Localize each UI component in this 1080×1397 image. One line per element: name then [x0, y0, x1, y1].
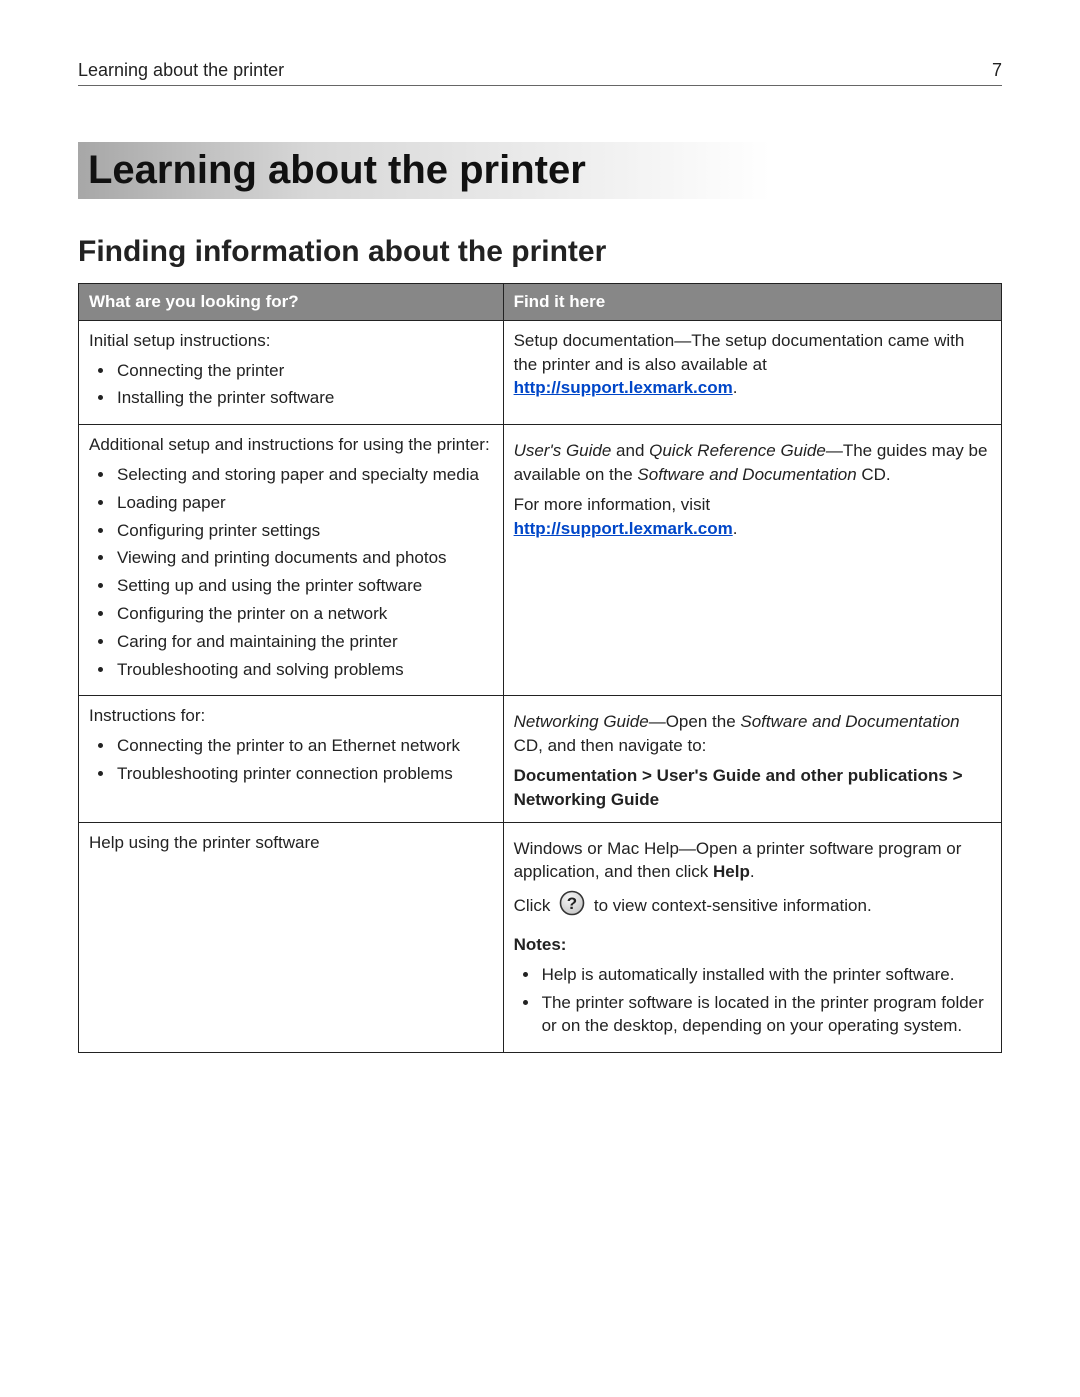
cell-text: For more information, visit [514, 495, 711, 514]
list-item: Caring for and maintaining the printer [115, 630, 493, 654]
cell-intro: Initial setup instructions: [89, 329, 493, 353]
cell-text: . [750, 862, 755, 881]
notes-block: Notes: Help is automatically installed w… [514, 933, 991, 1038]
list-item: Connecting the printer [115, 359, 493, 383]
italic-text: Software and Documentation [740, 712, 959, 731]
cell-right: Setup documentation—The setup documentat… [503, 320, 1001, 424]
cell-paragraph: User's Guide and Quick Reference Guide—T… [514, 439, 991, 487]
cell-text: Click [514, 896, 556, 915]
cell-intro: Help using the printer software [89, 831, 493, 855]
italic-text: User's Guide [514, 441, 612, 460]
cell-paragraph: Networking Guide—Open the Software and D… [514, 710, 991, 758]
cell-paragraph: Windows or Mac Help—Open a printer softw… [514, 837, 991, 885]
bullet-list: Connecting the printer Installing the pr… [89, 359, 493, 411]
cell-intro: Additional setup and instructions for us… [89, 433, 493, 457]
italic-text: Quick Reference Guide [649, 441, 826, 460]
list-item: Troubleshooting and solving problems [115, 658, 493, 682]
cell-text: to view context‑sensitive information. [594, 896, 872, 915]
table-row: Help using the printer software Windows … [79, 822, 1002, 1053]
cell-left: Instructions for: Connecting the printer… [79, 696, 504, 822]
support-link[interactable]: http://support.lexmark.com [514, 378, 733, 397]
cell-text: and [611, 441, 649, 460]
cell-paragraph: For more information, visit http://suppo… [514, 493, 991, 541]
cell-right: Windows or Mac Help—Open a printer softw… [503, 822, 1001, 1053]
cell-right: Networking Guide—Open the Software and D… [503, 696, 1001, 822]
table-row: Instructions for: Connecting the printer… [79, 696, 1002, 822]
nav-path: Documentation > User's Guide and other p… [514, 764, 991, 812]
list-item: Selecting and storing paper and specialt… [115, 463, 493, 487]
help-icon: ? [559, 890, 585, 923]
list-item: Connecting the printer to an Ethernet ne… [115, 734, 493, 758]
bullet-list: Help is automatically installed with the… [514, 963, 991, 1038]
table-row: Additional setup and instructions for us… [79, 425, 1002, 696]
cell-text: . [733, 519, 738, 538]
list-item: Viewing and printing documents and photo… [115, 546, 493, 570]
page: Learning about the printer 7 Learning ab… [0, 0, 1080, 1113]
cell-paragraph: Click ? [514, 890, 991, 923]
running-header: Learning about the printer 7 [78, 60, 1002, 86]
bullet-list: Selecting and storing paper and specialt… [89, 463, 493, 681]
list-item: Installing the printer software [115, 386, 493, 410]
section-title: Finding information about the printer [78, 235, 1002, 269]
list-item: Setting up and using the printer softwar… [115, 574, 493, 598]
list-item: The printer software is located in the p… [540, 991, 991, 1039]
table-header-right: Find it here [503, 284, 1001, 321]
chapter-title: Learning about the printer [78, 142, 1002, 199]
cell-text: CD. [857, 465, 891, 484]
cell-text: . [733, 378, 738, 397]
cell-intro: Instructions for: [89, 704, 493, 728]
cell-text: —Open the [649, 712, 741, 731]
list-item: Configuring printer settings [115, 519, 493, 543]
list-item: Help is automatically installed with the… [540, 963, 991, 987]
list-item: Troubleshooting printer connection probl… [115, 762, 493, 786]
cell-text: Setup documentation—The setup documentat… [514, 331, 965, 374]
list-item: Loading paper [115, 491, 493, 515]
info-table: What are you looking for? Find it here I… [78, 283, 1002, 1053]
bold-text: Help [713, 862, 750, 881]
cell-left: Initial setup instructions: Connecting t… [79, 320, 504, 424]
cell-left: Additional setup and instructions for us… [79, 425, 504, 696]
table-header-left: What are you looking for? [79, 284, 504, 321]
italic-text: Networking Guide [514, 712, 649, 731]
support-link[interactable]: http://support.lexmark.com [514, 519, 733, 538]
cell-right: User's Guide and Quick Reference Guide—T… [503, 425, 1001, 696]
italic-text: Software and Documentation [637, 465, 856, 484]
table-header-row: What are you looking for? Find it here [79, 284, 1002, 321]
table-row: Initial setup instructions: Connecting t… [79, 320, 1002, 424]
cell-text: CD, and then navigate to: [514, 736, 707, 755]
cell-left: Help using the printer software [79, 822, 504, 1053]
running-header-page-number: 7 [992, 60, 1002, 81]
bullet-list: Connecting the printer to an Ethernet ne… [89, 734, 493, 786]
running-header-left: Learning about the printer [78, 60, 284, 81]
notes-label: Notes: [514, 933, 991, 957]
list-item: Configuring the printer on a network [115, 602, 493, 626]
svg-text:?: ? [567, 894, 577, 913]
